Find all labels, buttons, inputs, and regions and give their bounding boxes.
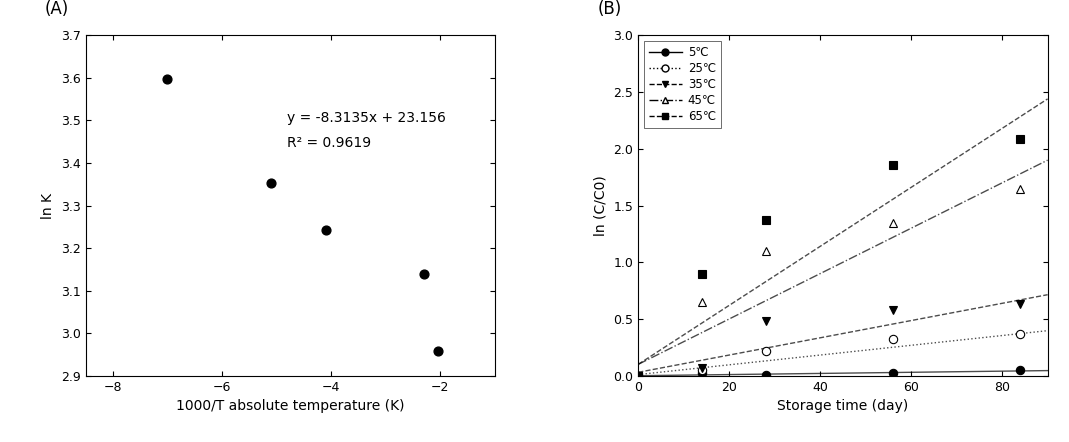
Text: (B): (B)	[598, 0, 621, 18]
Point	[317, 226, 335, 233]
Y-axis label: ln (C/C0): ln (C/C0)	[593, 175, 608, 236]
Y-axis label: ln K: ln K	[42, 193, 56, 218]
X-axis label: 1000/T absolute temperature (K): 1000/T absolute temperature (K)	[176, 399, 404, 413]
Text: R² = 0.9619: R² = 0.9619	[288, 136, 372, 150]
Point	[416, 271, 433, 278]
Point	[429, 347, 446, 354]
Point	[159, 76, 176, 83]
X-axis label: Storage time (day): Storage time (day)	[777, 399, 909, 413]
Legend: 5℃, 25℃, 35℃, 45℃, 65℃: 5℃, 25℃, 35℃, 45℃, 65℃	[645, 41, 721, 127]
Text: y = -8.3135x + 23.156: y = -8.3135x + 23.156	[288, 110, 447, 125]
Point	[263, 180, 280, 187]
Text: (A): (A)	[45, 0, 68, 18]
